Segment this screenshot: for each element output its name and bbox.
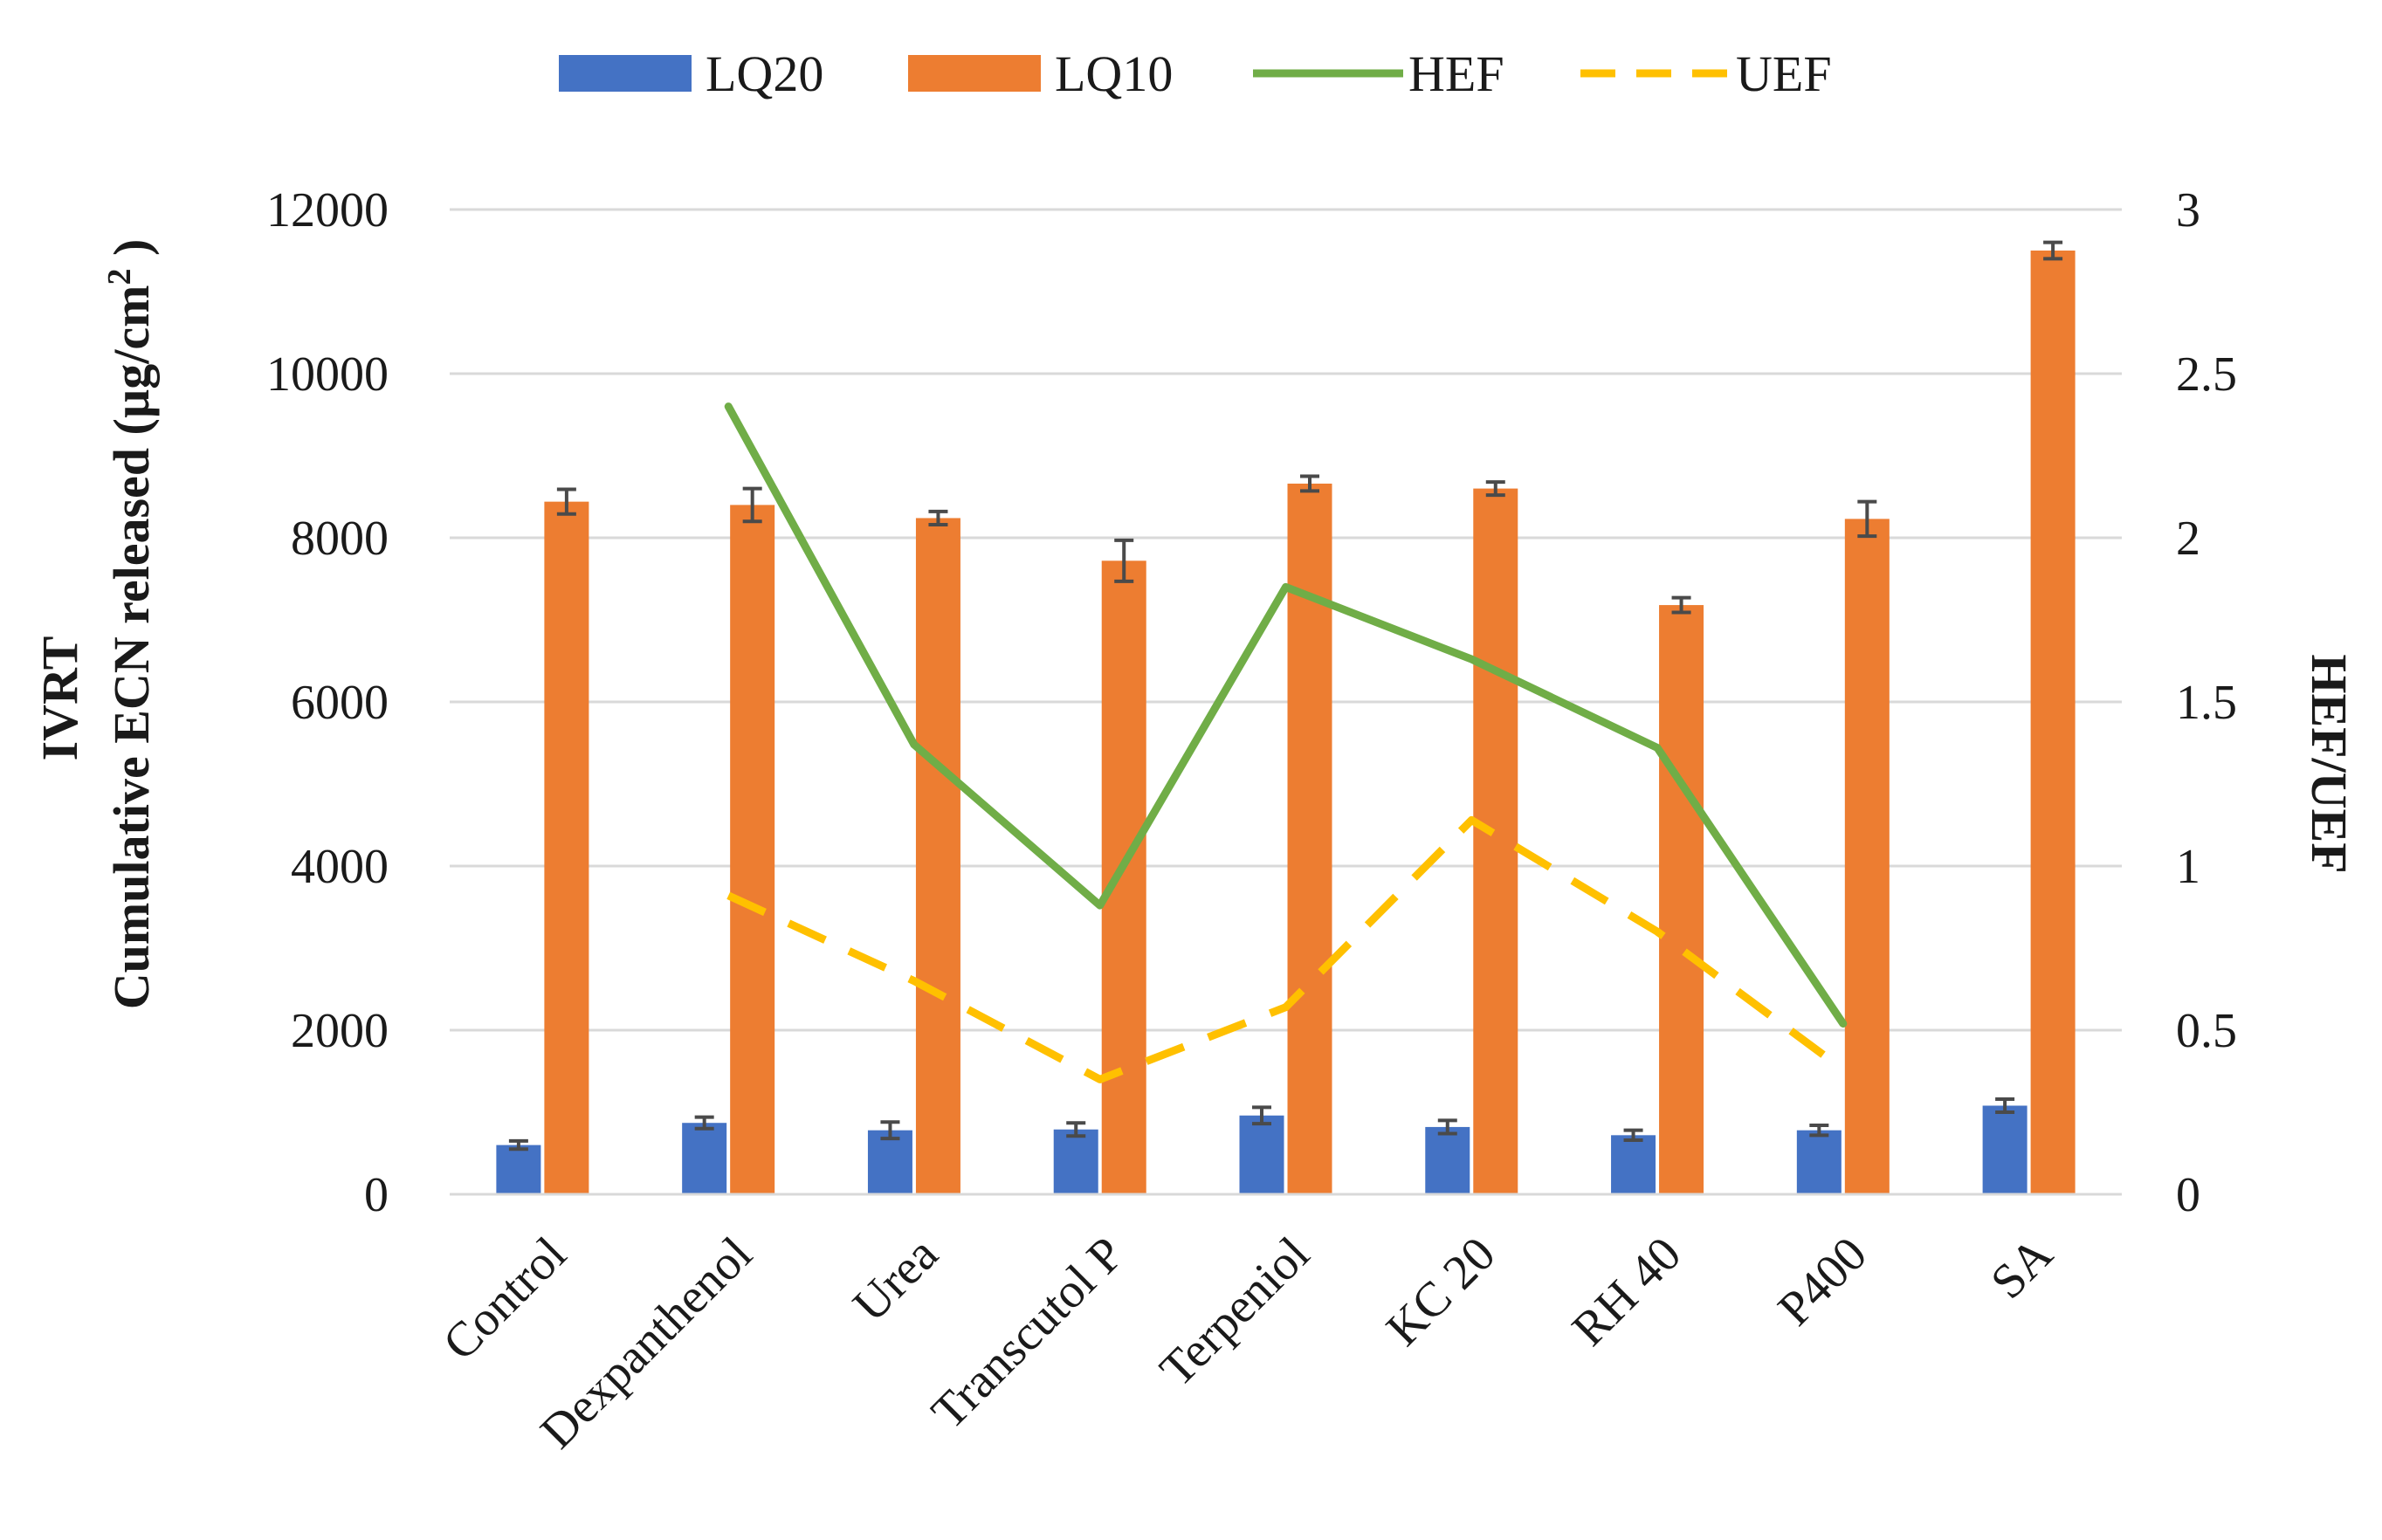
x-tick-urea: Urea [843,1227,948,1332]
x-tick-terpeniol: Terpeniol [1150,1227,1320,1397]
x-tick-p400: P400 [1768,1227,1877,1336]
bar-lq10-p400 [1844,519,1890,1194]
y-right-tick-2: 2 [2176,512,2200,566]
x-tick-sa: SA [1980,1227,2063,1310]
x-tick-control: Control [433,1227,577,1371]
lines-layer [724,402,1848,1083]
bar-lq20-sa [1982,1105,2027,1194]
line-uef [726,815,1846,1083]
legend-label-lq10: LQ10 [1055,45,1173,102]
y-left-tick-6000: 6000 [291,676,389,730]
bar-lq10-kc-20 [1473,488,1518,1194]
x-tick-kc-20: KC 20 [1376,1227,1505,1356]
y-left-tick-8000: 8000 [291,512,389,566]
y-left-tick-12000: 12000 [266,183,389,237]
bar-lq10-dexpanthenol [730,505,775,1194]
bar-lq20-terpeniol [1239,1115,1284,1194]
bar-lq10-sa [2030,251,2076,1194]
bar-lq10-rh-40 [1659,605,1704,1194]
y-right-tick-2.5: 2.5 [2176,347,2237,402]
bar-lq20-control [496,1145,541,1194]
y-left-tick-4000: 4000 [291,840,389,894]
bar-lq10-control [544,501,589,1194]
bar-lq20-rh-40 [1611,1135,1656,1194]
y-right-tick-1: 1 [2176,840,2200,894]
y-left-title-line1: IVRT [31,636,88,761]
bar-lq20-transcutol-p [1053,1129,1098,1194]
bar-lq10-transcutol-p [1101,560,1146,1194]
bar-lq20-dexpanthenol [682,1123,727,1194]
y-left-tick-2000: 2000 [291,1004,389,1058]
bar-lq20-p400 [1796,1130,1842,1194]
legend-label-hef: HEF [1408,45,1504,102]
y-left-title-main: Cumulative ECN released (µg/cm [103,285,160,1010]
bars-layer [496,240,2076,1194]
y-right-tick-3: 3 [2176,183,2200,237]
line-hef [724,402,1848,1028]
y-left-title-sup: 2 [101,269,138,285]
y-left-tick-0: 0 [364,1168,389,1222]
legend-swatch-lq10 [908,55,1041,92]
legend-label-uef: UEF [1736,45,1832,102]
legend-label-lq20: LQ20 [706,45,823,102]
bar-lq10-urea [915,518,960,1194]
bar-lq20-urea [867,1130,912,1194]
y-right-tick-0: 0 [2176,1168,2200,1222]
legend-swatch-lq20 [559,55,692,92]
y-right-tick-1.5: 1.5 [2176,676,2237,730]
y-left-title-end: ) [103,239,160,269]
legend-layer: LQ20 LQ10 HEF UEF [559,45,1832,102]
y-right-tick-0.5: 0.5 [2176,1004,2237,1058]
y-left-title-line2: Cumulative ECN released (µg/cm2 ) [101,239,160,1010]
y-right-title: HEF/UEF [2301,654,2358,873]
y-left-tick-10000: 10000 [266,347,389,402]
grid-layer [450,208,2122,1032]
x-tick-transcutol-p: Transcutol P [921,1227,1134,1440]
bar-lq20-kc-20 [1425,1126,1470,1194]
x-tick-rh-40: RH 40 [1562,1227,1691,1356]
